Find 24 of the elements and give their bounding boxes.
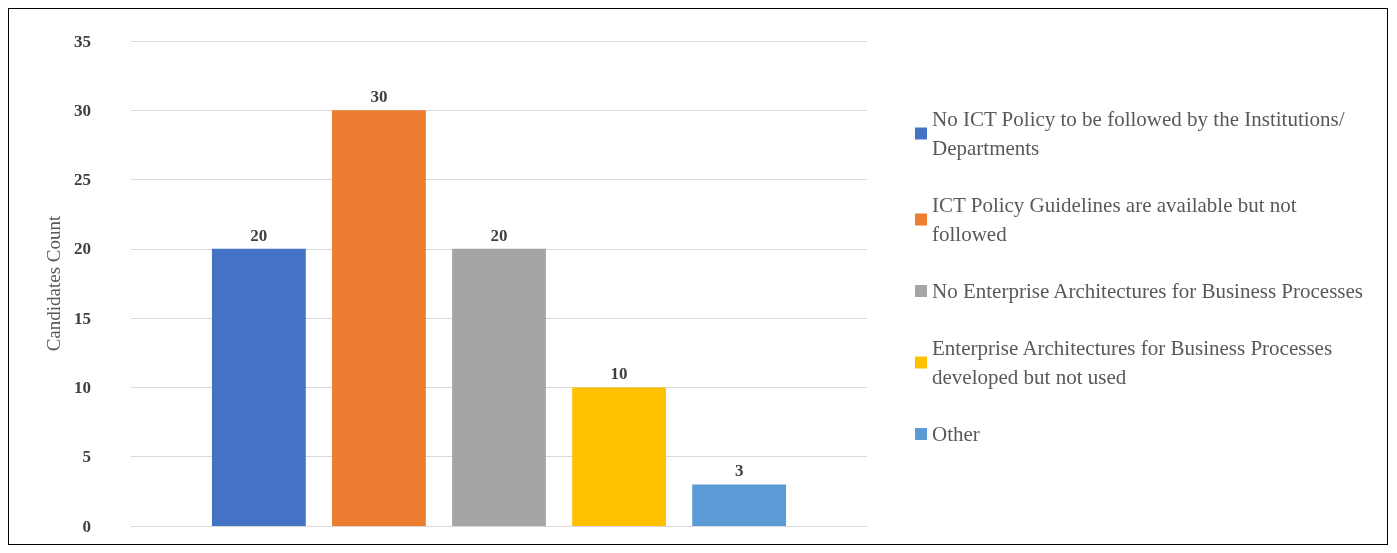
legend-label: No Enterprise Architectures for Business Processes [932, 279, 1363, 303]
bar [452, 248, 546, 526]
data-label: 20 [490, 225, 508, 245]
legend-label: No ICT Policy to be followed by the Institutions/Departments [932, 107, 1345, 160]
bar [211, 248, 306, 526]
y-tick-label: 20 [74, 239, 91, 259]
data-label: 20 [250, 225, 268, 245]
y-tick-label: 5 [82, 447, 91, 467]
legend-label: Other [932, 422, 980, 446]
y-tick-label: 35 [74, 31, 91, 51]
data-label: 10 [610, 364, 628, 384]
y-axis-title: Candidates Count [43, 214, 65, 352]
data-label: 3 [734, 461, 744, 481]
bar [692, 484, 787, 526]
data-label: 30 [370, 87, 388, 107]
y-tick-label: 10 [74, 377, 91, 397]
y-tick-label: 0 [82, 516, 91, 536]
bar [332, 110, 426, 526]
y-tick-label: 15 [74, 308, 91, 328]
y-tick-label: 25 [74, 170, 91, 190]
legend-label: ICT Policy Guidelines are available but not followed [932, 193, 1302, 246]
bar [572, 387, 666, 526]
legend-label: Enterprise Architectures for Business Processes developed but not used [932, 336, 1338, 389]
y-tick-label: 30 [74, 100, 91, 120]
